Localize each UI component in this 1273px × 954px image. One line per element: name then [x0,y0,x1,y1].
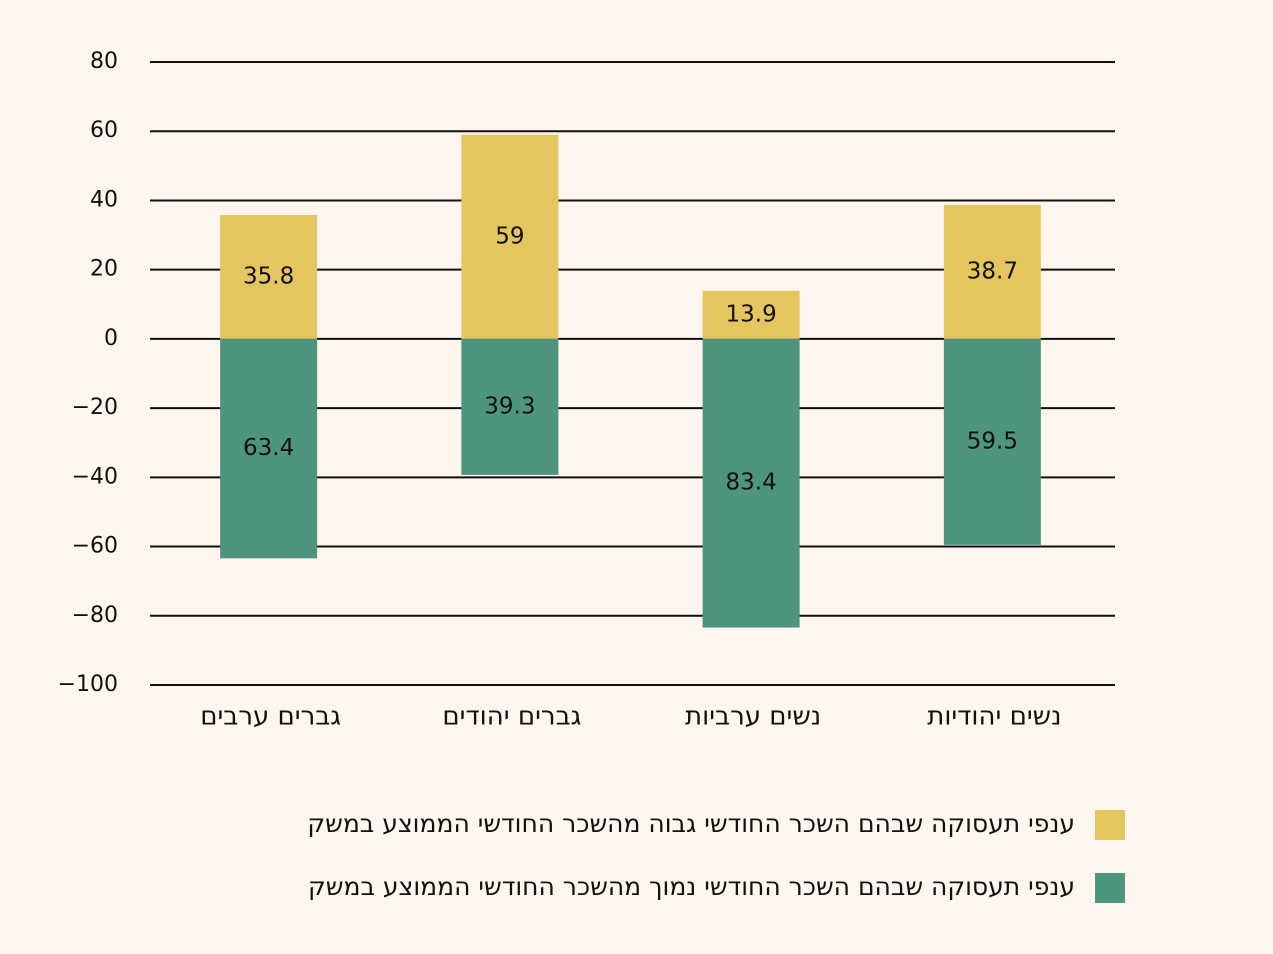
y-tick-label: 0 [104,326,118,351]
y-tick-label: 60 [90,118,118,143]
y-tick-label: 40 [90,187,118,212]
value-label: 38.7 [967,258,1018,284]
bar [461,338,559,475]
bar [702,290,800,339]
y-tick-label: −40 [72,464,118,489]
bar [943,204,1041,339]
legend-label: ענפי תעסוקה שבהם השכר החודשי נמוך מהשכר … [308,872,1075,901]
legend-swatch [1095,873,1125,903]
value-label: 39.3 [484,393,535,419]
bar [220,338,318,559]
y-tick-label: −80 [72,603,118,628]
bar [702,338,800,628]
y-tick-label: −20 [72,395,118,420]
y-tick-label: −100 [58,672,118,697]
value-label: 59.5 [967,428,1018,454]
value-label: 63.4 [243,435,294,461]
y-tick-label: 80 [90,49,118,74]
value-label: 83.4 [726,470,777,496]
y-tick-label: 20 [90,257,118,282]
x-tick-label: נשים יהודיות [927,702,1061,732]
x-tick-label: גברים יהודים [442,702,581,732]
x-tick-label: נשים ערביות [685,702,821,732]
value-label: 13.9 [726,301,777,327]
value-label: 59 [495,223,524,249]
legend-swatch [1095,810,1125,840]
legend-label: ענפי תעסוקה שבהם השכר החודשי גבוה מהשכר … [307,809,1075,838]
value-label: 35.8 [243,263,294,289]
bar [220,214,318,339]
bar [461,134,559,339]
y-tick-label: −60 [72,534,118,559]
x-tick-label: גברים ערבים [200,702,341,732]
bar [943,338,1041,545]
